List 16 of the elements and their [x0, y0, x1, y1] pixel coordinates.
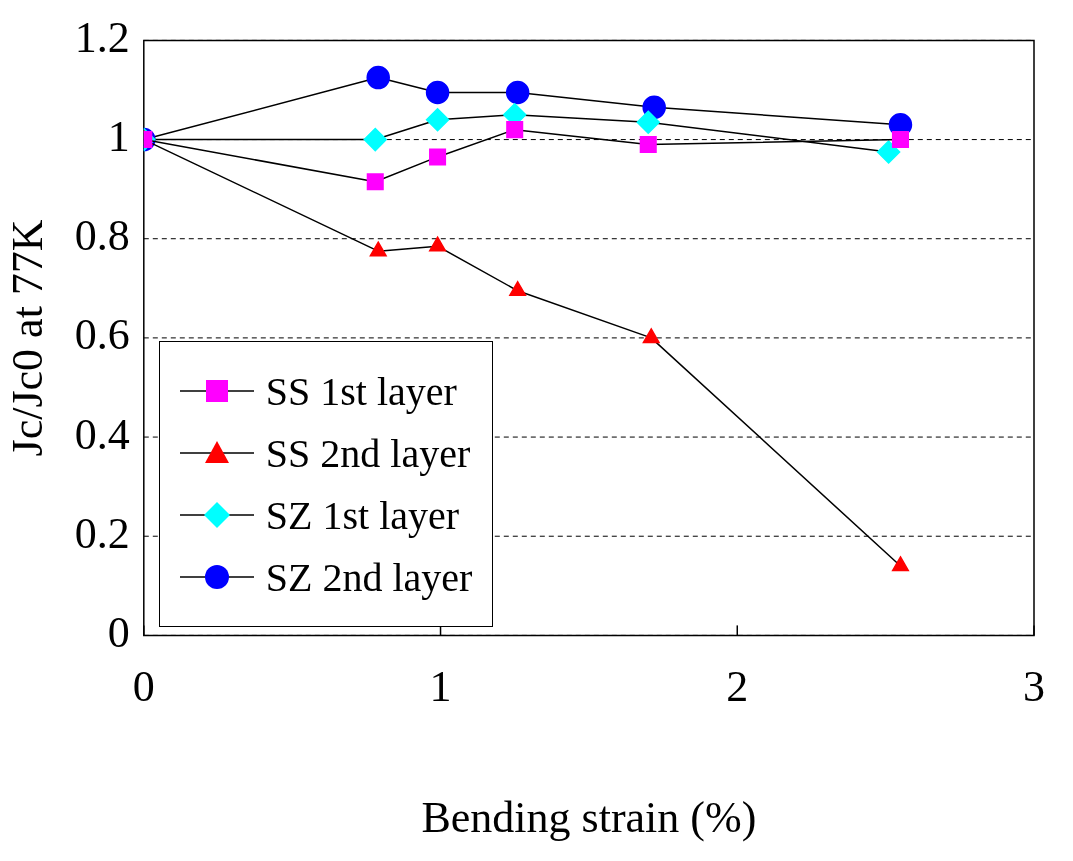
y-tick-label: 1.2 [74, 12, 130, 62]
y-tick-label: 0.4 [74, 409, 130, 459]
legend-label: SZ 1st layer [265, 491, 460, 539]
y-tick-label: 0.8 [74, 211, 130, 261]
y-tick-label: 0 [107, 607, 130, 657]
x-tick-label: 3 [1023, 662, 1045, 712]
legend-label: SZ 2nd layer [265, 553, 473, 601]
y-tick-label: 0.2 [74, 508, 130, 558]
legend-label: SS 1st layer [265, 367, 457, 415]
legend-label: SS 2nd layer [265, 429, 471, 477]
y-tick-label: 1 [107, 112, 130, 162]
y-tick-label: 0.6 [74, 310, 130, 360]
x-tick-label: 1 [429, 662, 452, 712]
x-axis-title: Bending strain (%) [421, 793, 757, 843]
y-axis-title: Jc/Jc0 at 77K [2, 219, 52, 457]
x-tick-label: 2 [726, 662, 749, 712]
